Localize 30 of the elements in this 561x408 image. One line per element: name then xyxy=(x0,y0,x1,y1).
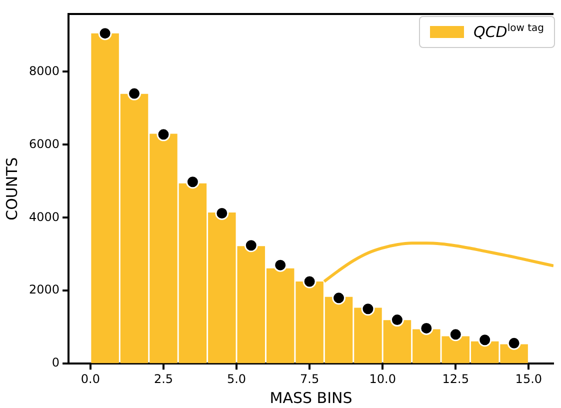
y-tick-label: 6000 xyxy=(28,136,60,151)
point xyxy=(420,321,434,335)
point xyxy=(156,128,170,142)
x-tick-label: 7.5 xyxy=(300,372,320,386)
y-tick-label: 4000 xyxy=(28,210,60,224)
y-tick-label: 2000 xyxy=(28,282,60,297)
point xyxy=(274,258,288,272)
x-tick-label: 0.0 xyxy=(80,372,100,386)
x-tick-label: 2.5 xyxy=(154,372,174,386)
point xyxy=(302,274,316,288)
x-axis-title: MASS BINS xyxy=(270,388,352,407)
y-tick-label: 8000 xyxy=(28,64,60,78)
point xyxy=(478,333,492,347)
point xyxy=(390,313,404,327)
x-tick-label: 12.5 xyxy=(442,372,469,386)
point xyxy=(332,291,346,305)
point xyxy=(186,175,200,189)
point xyxy=(448,328,462,342)
x-tick-label: 15.0 xyxy=(515,372,542,386)
point xyxy=(361,302,375,316)
legend-label: QCD$^{low tag}$ xyxy=(474,23,544,41)
point xyxy=(98,26,112,40)
point xyxy=(244,238,258,252)
y-tick-label: 0 xyxy=(52,356,60,370)
point xyxy=(215,206,229,220)
x-tick-label: 5.0 xyxy=(226,372,246,386)
point xyxy=(507,336,521,350)
y-axis-title: COUNTS xyxy=(2,157,21,220)
x-tick-label: 10.0 xyxy=(369,372,396,386)
point xyxy=(128,86,142,100)
